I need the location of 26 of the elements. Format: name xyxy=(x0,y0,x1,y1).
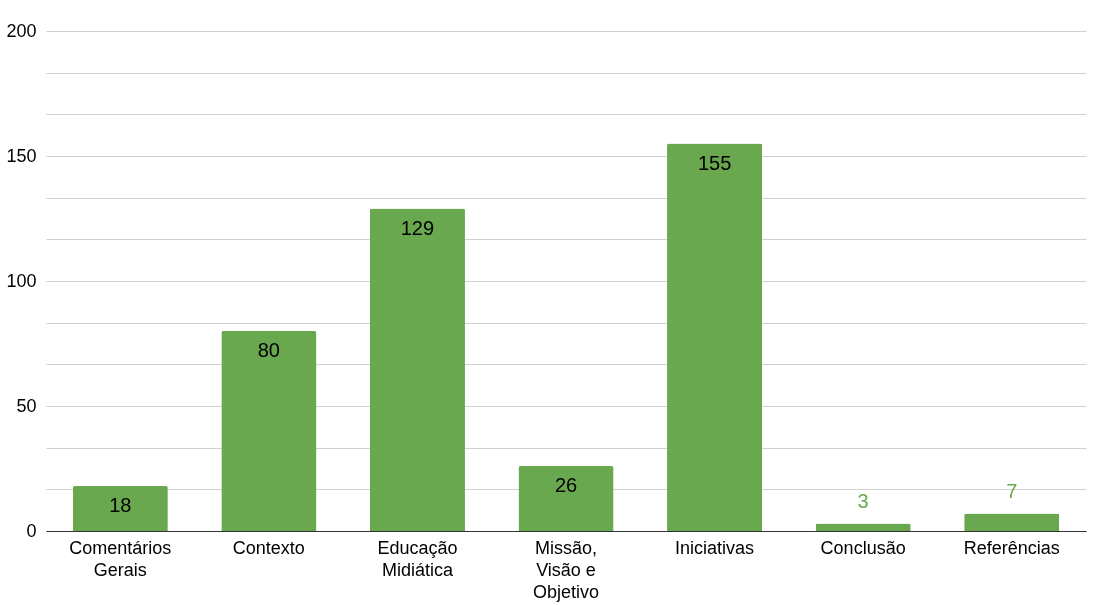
x-tick-label: Iniciativas xyxy=(675,537,755,558)
x-tick-label: Missão, Visão e Objetivo xyxy=(532,537,600,602)
x-tick-label: Comentários Gerais xyxy=(69,537,172,580)
bar xyxy=(72,486,168,531)
data-label: 18 xyxy=(109,494,132,516)
data-label: 129 xyxy=(400,216,435,239)
bar xyxy=(518,466,614,531)
data-label: 26 xyxy=(554,474,578,496)
data-label: 80 xyxy=(257,339,280,361)
y-tick-label: 100 xyxy=(6,270,37,291)
y-tick-label: 200 xyxy=(6,20,37,41)
data-label: 3 xyxy=(857,489,869,512)
y-tick-label: 50 xyxy=(16,395,37,416)
bar xyxy=(815,523,911,531)
bar xyxy=(964,513,1060,531)
x-tick-label: Conclusão xyxy=(820,537,906,558)
x-tick-label: Educação Midiática xyxy=(377,537,458,580)
y-tick-label: 150 xyxy=(6,145,37,166)
bar xyxy=(369,208,465,531)
bar xyxy=(667,143,763,531)
x-tick-label: Contexto xyxy=(232,537,305,558)
bar xyxy=(221,331,317,531)
x-tick-label: Referências xyxy=(963,537,1060,558)
data-label: 7 xyxy=(1006,479,1018,502)
y-tick-label: 0 xyxy=(26,520,37,541)
data-label: 155 xyxy=(697,151,732,174)
